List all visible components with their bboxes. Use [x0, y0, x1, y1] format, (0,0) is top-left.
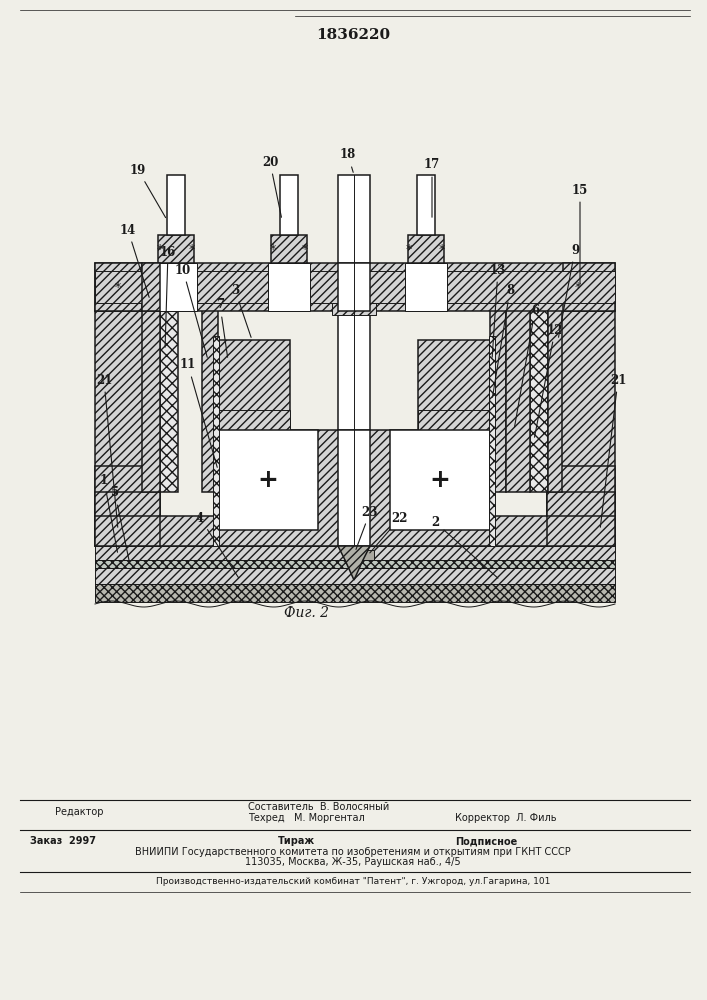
Text: 17: 17: [424, 158, 440, 217]
Bar: [390, 430, 490, 530]
Text: Техред   М. Моргентал: Техред М. Моргентал: [248, 813, 365, 823]
Text: *: *: [115, 280, 121, 294]
Bar: [563, 263, 615, 311]
Text: *: *: [189, 243, 195, 256]
Bar: [548, 297, 562, 492]
Bar: [218, 410, 290, 430]
Bar: [310, 271, 405, 303]
Text: Производственно-издательский комбинат "Патент", г. Ужгород, ул.Гагарина, 101: Производственно-издательский комбинат "П…: [156, 878, 550, 886]
Bar: [95, 271, 155, 303]
Bar: [280, 175, 298, 235]
Text: 3: 3: [231, 284, 251, 337]
Text: 23: 23: [356, 506, 378, 549]
Bar: [348, 546, 362, 560]
Bar: [338, 263, 370, 311]
Bar: [271, 235, 307, 263]
Text: 21: 21: [600, 373, 626, 527]
Text: Подписное: Подписное: [455, 836, 518, 846]
Text: Заказ  2997: Заказ 2997: [30, 836, 96, 846]
Bar: [95, 263, 142, 311]
Text: Корректор  Л. Филь: Корректор Л. Филь: [455, 813, 556, 823]
Text: +: +: [430, 468, 450, 492]
Bar: [197, 271, 268, 303]
Bar: [218, 430, 318, 530]
Text: 12: 12: [534, 324, 563, 437]
Text: 19: 19: [130, 163, 165, 218]
Text: 15: 15: [572, 184, 588, 284]
Bar: [489, 336, 495, 546]
Text: 20: 20: [262, 155, 281, 217]
Bar: [447, 271, 615, 303]
Bar: [155, 263, 197, 311]
Bar: [362, 550, 374, 560]
Bar: [506, 297, 530, 492]
Text: 22: 22: [370, 512, 408, 553]
Bar: [547, 492, 615, 516]
Text: Редактор: Редактор: [55, 807, 103, 817]
Bar: [95, 584, 615, 602]
Text: Тираж: Тираж: [278, 836, 315, 846]
Text: Фиг. 2: Фиг. 2: [284, 606, 329, 620]
Bar: [268, 263, 310, 311]
Bar: [547, 311, 615, 546]
Bar: [95, 568, 615, 584]
Text: 113035, Москва, Ж-35, Раушская наб., 4/5: 113035, Москва, Ж-35, Раушская наб., 4/5: [245, 857, 461, 867]
Text: 2: 2: [431, 516, 498, 578]
Bar: [213, 336, 219, 546]
Text: 14: 14: [120, 224, 149, 297]
Text: 4: 4: [196, 512, 238, 578]
Text: *: *: [439, 243, 445, 256]
Bar: [95, 263, 615, 311]
Bar: [417, 175, 435, 235]
Bar: [95, 546, 615, 560]
Text: 13: 13: [490, 263, 506, 357]
Text: 6: 6: [515, 304, 539, 427]
Text: 1: 1: [100, 474, 117, 552]
Text: *: *: [302, 243, 308, 256]
Bar: [408, 235, 444, 263]
Text: *: *: [270, 243, 276, 256]
Text: 7: 7: [216, 298, 228, 357]
Text: 21: 21: [96, 373, 118, 527]
Bar: [338, 175, 370, 263]
Polygon shape: [218, 340, 340, 546]
Text: 10: 10: [175, 263, 207, 357]
Bar: [338, 430, 370, 546]
Bar: [332, 303, 376, 315]
Bar: [142, 263, 160, 311]
Bar: [490, 297, 506, 492]
Bar: [95, 560, 615, 568]
Text: 5: 5: [111, 487, 129, 562]
Text: *: *: [575, 280, 581, 294]
Bar: [167, 175, 185, 235]
Bar: [202, 297, 218, 492]
Polygon shape: [368, 340, 490, 546]
Polygon shape: [338, 546, 370, 580]
Bar: [530, 297, 548, 492]
Bar: [160, 297, 178, 492]
Bar: [457, 516, 615, 546]
Text: 8: 8: [493, 284, 514, 397]
Bar: [158, 235, 194, 263]
Bar: [95, 311, 160, 546]
Bar: [405, 263, 447, 311]
Bar: [95, 492, 160, 516]
Bar: [418, 410, 490, 430]
Bar: [95, 466, 160, 546]
Bar: [547, 466, 615, 546]
Text: ВНИИПИ Государственного комитета по изобретениям и открытиям при ГКНТ СССР: ВНИИПИ Государственного комитета по изоб…: [135, 847, 571, 857]
Bar: [142, 297, 160, 492]
Text: +: +: [257, 468, 279, 492]
Text: 9: 9: [559, 243, 579, 337]
Text: *: *: [157, 243, 163, 256]
Text: Составитель  В. Волосяный: Составитель В. Волосяный: [248, 802, 390, 812]
Text: 18: 18: [340, 148, 356, 172]
Text: 16: 16: [160, 245, 176, 347]
Text: 1836220: 1836220: [316, 28, 390, 42]
Bar: [95, 516, 250, 546]
Text: *: *: [406, 243, 412, 256]
Bar: [338, 311, 370, 430]
Text: 11: 11: [180, 359, 217, 467]
